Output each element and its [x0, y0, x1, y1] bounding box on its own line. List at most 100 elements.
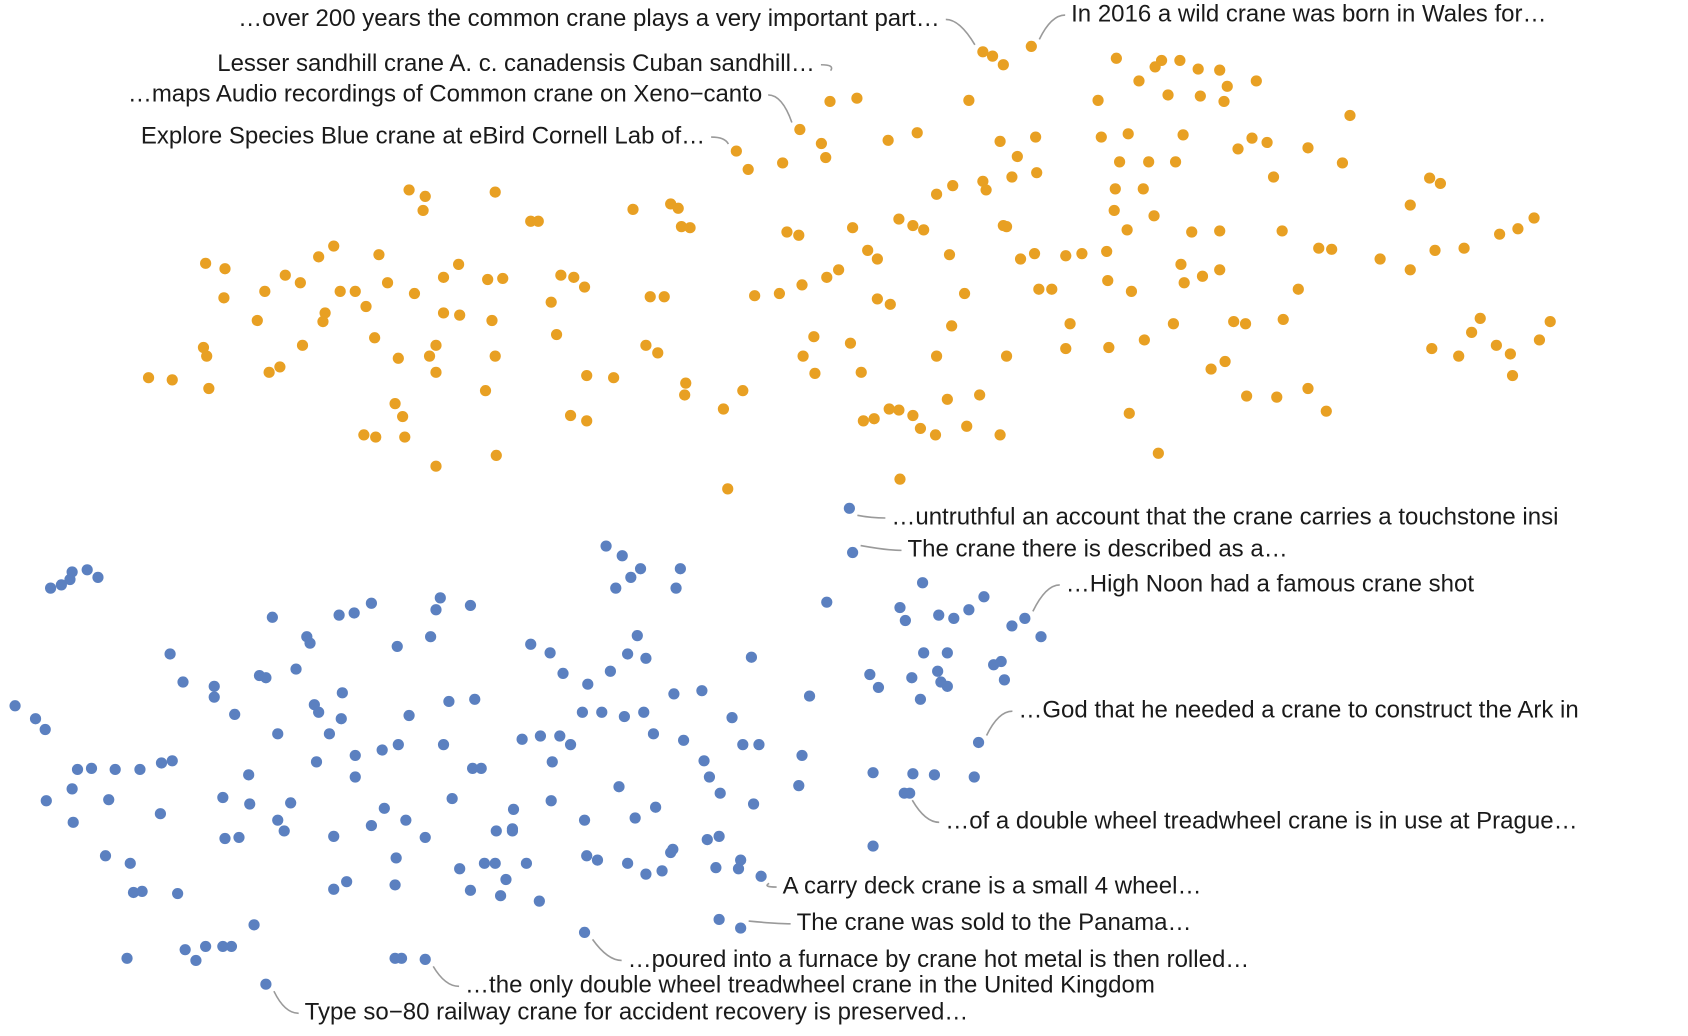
point	[263, 366, 275, 378]
point	[652, 347, 664, 359]
point	[1277, 313, 1289, 326]
point	[820, 151, 832, 164]
point	[1148, 210, 1160, 222]
point	[941, 647, 953, 659]
point	[578, 281, 591, 293]
point	[251, 314, 263, 327]
point	[930, 188, 943, 200]
point	[443, 695, 455, 708]
point	[296, 339, 309, 351]
point	[1320, 405, 1332, 417]
point	[1092, 94, 1104, 106]
annotation-label: Explore Species Blue crane at eBird Corn…	[141, 122, 705, 149]
point	[475, 762, 487, 774]
point	[217, 791, 229, 804]
annotation-connector	[591, 938, 622, 962]
point	[698, 755, 710, 767]
point	[1214, 225, 1226, 237]
point	[773, 287, 786, 300]
point	[1506, 369, 1519, 382]
point	[408, 287, 421, 300]
point	[1113, 156, 1126, 168]
point	[423, 350, 436, 362]
point	[419, 190, 431, 203]
point	[9, 700, 21, 712]
point	[963, 94, 975, 106]
point	[1302, 142, 1314, 154]
point	[1169, 156, 1182, 168]
point	[977, 175, 989, 187]
point	[81, 564, 93, 576]
point	[781, 226, 793, 238]
point	[1404, 264, 1416, 276]
point	[596, 706, 608, 718]
point	[1102, 274, 1114, 287]
point	[710, 862, 722, 874]
annotation-label: …the only double wheel treadwheel crane …	[465, 972, 1155, 999]
point	[1122, 128, 1134, 140]
point	[578, 814, 591, 826]
point	[1196, 270, 1209, 282]
point	[576, 706, 589, 718]
annotation-label: …of a double wheel treadwheel crane is i…	[945, 808, 1577, 835]
point	[1060, 342, 1072, 355]
point	[672, 202, 684, 214]
point	[997, 59, 1009, 71]
point	[486, 314, 498, 327]
point	[550, 328, 563, 341]
point	[454, 863, 466, 875]
annotation-connector	[857, 514, 886, 519]
point	[622, 648, 634, 660]
point	[864, 668, 876, 681]
point	[124, 857, 136, 869]
point	[568, 271, 580, 283]
point	[670, 582, 682, 594]
point	[66, 566, 78, 578]
point	[947, 180, 959, 192]
point	[737, 739, 749, 751]
point	[369, 332, 381, 344]
point	[737, 385, 749, 397]
point	[555, 269, 567, 281]
point	[360, 300, 372, 313]
point	[1109, 183, 1121, 195]
point	[640, 652, 652, 664]
annotation-label: A carry deck crane is a small 4 wheel…	[783, 872, 1202, 899]
point	[1064, 318, 1076, 330]
point	[906, 672, 918, 684]
point	[348, 607, 360, 619]
point	[918, 224, 930, 236]
point	[260, 672, 272, 684]
point	[179, 944, 191, 956]
point	[365, 597, 378, 609]
annotation-connector	[911, 799, 940, 824]
point	[437, 271, 450, 283]
point	[349, 749, 361, 762]
point	[656, 865, 668, 877]
point	[272, 814, 284, 826]
annotation-connector	[748, 920, 791, 925]
point	[777, 157, 789, 169]
point	[1000, 221, 1013, 233]
point	[489, 350, 501, 362]
point	[136, 885, 148, 897]
point	[1544, 315, 1556, 328]
point	[1011, 150, 1023, 163]
point	[796, 279, 808, 291]
point	[1313, 242, 1325, 254]
point	[732, 863, 745, 875]
point	[793, 780, 805, 792]
point	[1271, 391, 1283, 403]
point	[1292, 283, 1304, 295]
annotation-label: Lesser sandhill crane A. c. canadensis C…	[217, 50, 815, 77]
point	[726, 712, 738, 724]
point	[696, 685, 708, 697]
point	[1533, 334, 1546, 346]
point	[274, 361, 286, 373]
point	[313, 251, 325, 263]
point	[172, 887, 184, 900]
point	[1490, 339, 1502, 351]
point	[679, 389, 691, 401]
point	[608, 372, 620, 384]
point	[1110, 52, 1122, 64]
